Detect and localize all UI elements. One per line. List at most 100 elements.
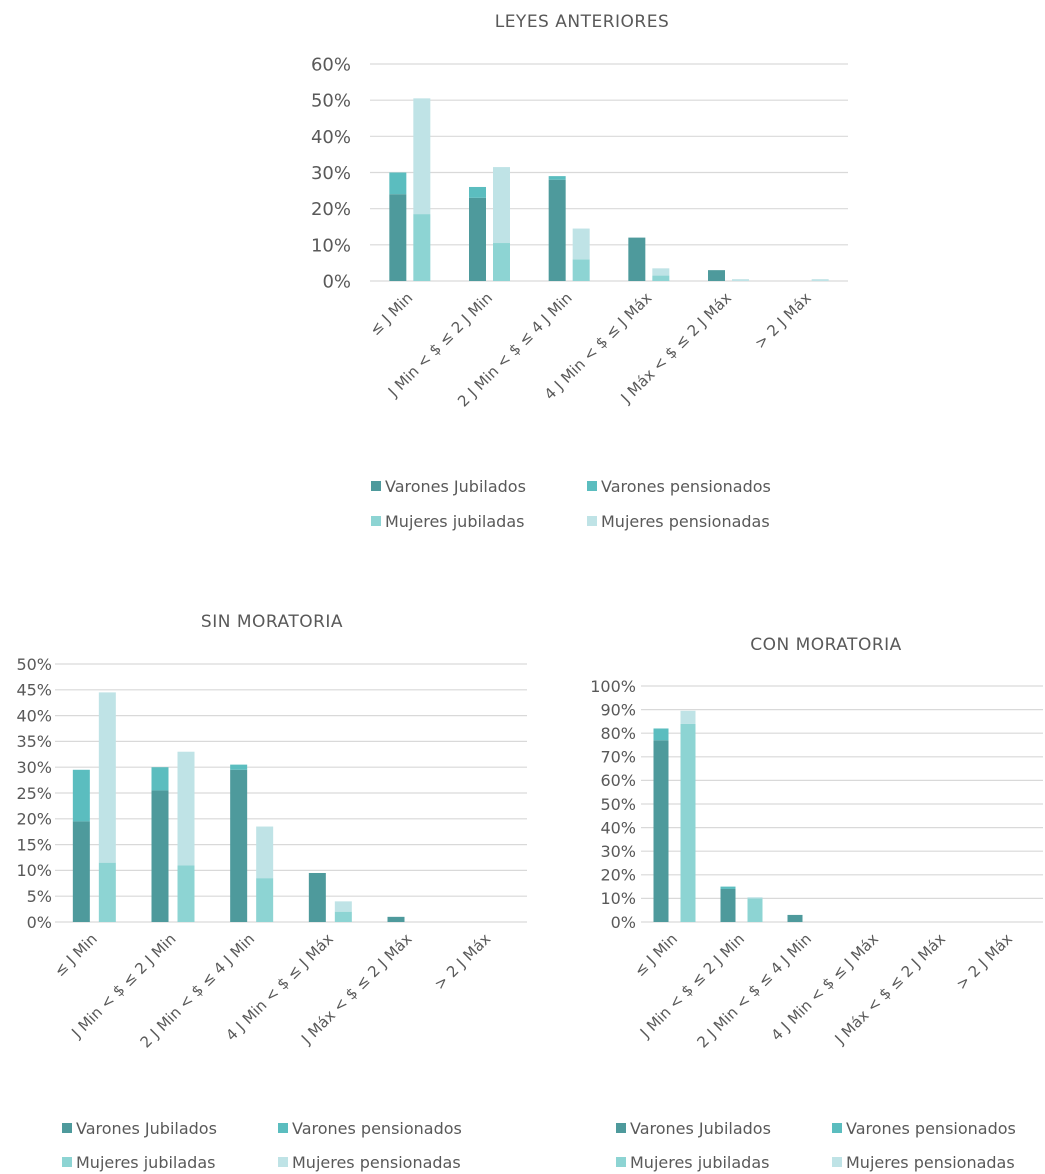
y-tick-label: 20% xyxy=(600,866,636,885)
y-axis-tick-labels: 0% 5% 10% 15% 20% 25% 30% 35% 40% 45% 50% xyxy=(16,655,52,932)
legend: Varones Jubilados Varones pensionados Mu… xyxy=(616,1119,1016,1172)
y-tick-label: 15% xyxy=(16,835,52,854)
legend: Varones Jubilados Varones pensionados Mu… xyxy=(62,1119,462,1172)
legend-swatch xyxy=(587,516,597,526)
legend-label: Mujeres jubiladas xyxy=(76,1153,215,1172)
y-axis-tick-labels: 0% 10% 20% 30% 40% 50% 60% 70% 80% 90% 100% xyxy=(590,677,636,932)
y-tick-label: 25% xyxy=(16,784,52,803)
legend-item-mujeres-jubiladas: Mujeres jubiladas xyxy=(616,1153,769,1172)
bar-mujeres-pensionadas-2 xyxy=(493,167,510,244)
bar-mujeres-jubiladas-4 xyxy=(652,275,670,281)
chart-title: CON MORATORIA xyxy=(750,635,902,655)
bar-varones-jubilados-1 xyxy=(72,821,90,922)
legend-item-mujeres-jubiladas: Mujeres jubiladas xyxy=(371,512,524,531)
bars xyxy=(653,710,803,922)
bar-varones-jubilados-4 xyxy=(308,872,326,922)
legend-swatch xyxy=(616,1123,626,1133)
bar-varones-pensionados-1 xyxy=(72,769,90,822)
legend-label: Varones pensionados xyxy=(601,477,771,496)
legend-item-varones-pensionados: Varones pensionados xyxy=(278,1119,462,1138)
bar-mujeres-jubiladas-1 xyxy=(413,214,431,281)
bar-mujeres-pensionadas-3 xyxy=(572,228,590,260)
y-tick-label: 30% xyxy=(311,163,351,184)
bar-mujeres-jubiladas-4 xyxy=(334,911,352,922)
legend-label: Varones pensionados xyxy=(292,1119,462,1138)
legend-label: Varones pensionados xyxy=(846,1119,1016,1138)
bar-mujeres-pensionadas-3 xyxy=(256,826,274,879)
legend-item-varones-jubilados: Varones Jubilados xyxy=(62,1119,217,1138)
grid-lines xyxy=(370,63,848,282)
legend-swatch xyxy=(616,1157,626,1167)
legend-swatch xyxy=(832,1157,842,1167)
bar-varones-jubilados-3 xyxy=(548,179,566,281)
bar-varones-jubilados-4 xyxy=(628,237,646,281)
y-tick-label: 50% xyxy=(600,795,636,814)
bar-mujeres-pensionadas-1 xyxy=(413,98,431,215)
bar-varones-pensionados-1 xyxy=(389,172,407,195)
legend-label: Mujeres jubiladas xyxy=(630,1153,769,1172)
bar-mujeres-pensionadas-4 xyxy=(652,268,670,276)
legend: Varones Jubilados Varones pensionados Mu… xyxy=(371,477,771,531)
bar-mujeres-jubiladas-1 xyxy=(680,723,696,922)
y-tick-label: 30% xyxy=(16,758,52,777)
bar-varones-jubilados-5 xyxy=(387,916,405,922)
bar-mujeres-pensionadas-5 xyxy=(732,279,749,281)
bar-varones-jubilados-5 xyxy=(708,270,725,281)
legend-item-mujeres-pensionadas: Mujeres pensionadas xyxy=(587,512,770,531)
bar-varones-pensionados-2 xyxy=(151,767,169,791)
x-category-label: ≤ J Min xyxy=(631,930,681,980)
y-tick-label: 40% xyxy=(311,127,351,148)
bar-varones-jubilados-1 xyxy=(653,740,669,922)
bar-varones-jubilados-2 xyxy=(151,790,169,922)
legend-label: Mujeres pensionadas xyxy=(601,512,770,531)
legend-item-mujeres-jubiladas: Mujeres jubiladas xyxy=(62,1153,215,1172)
legend-swatch xyxy=(371,481,381,491)
y-tick-label: 100% xyxy=(590,677,636,696)
bar-varones-jubilados-2 xyxy=(720,888,736,922)
y-tick-label: 0% xyxy=(611,913,636,932)
bar-mujeres-pensionadas-6 xyxy=(811,279,829,281)
x-category-label: > 2 J Máx xyxy=(751,289,815,353)
legend-swatch xyxy=(587,481,597,491)
y-tick-label: 20% xyxy=(16,810,52,829)
y-axis-tick-labels: 0% 10% 20% 30% 40% 50% 60% xyxy=(311,54,351,292)
y-tick-label: 50% xyxy=(16,655,52,674)
legend-item-varones-pensionados: Varones pensionados xyxy=(587,477,771,496)
grid-lines xyxy=(641,685,1043,923)
bar-mujeres-jubiladas-2 xyxy=(747,898,763,922)
y-tick-label: 90% xyxy=(600,700,636,719)
legend-swatch xyxy=(371,516,381,526)
legend-label: Varones Jubilados xyxy=(630,1119,771,1138)
bar-mujeres-jubiladas-3 xyxy=(256,878,274,922)
bar-mujeres-pensionadas-2 xyxy=(177,751,195,866)
y-tick-label: 0% xyxy=(322,271,351,292)
legend-label: Varones Jubilados xyxy=(76,1119,217,1138)
bar-mujeres-jubiladas-2 xyxy=(177,865,195,922)
x-category-label: ≤ J Min xyxy=(51,930,101,980)
y-tick-label: 40% xyxy=(600,818,636,837)
y-tick-label: 30% xyxy=(600,842,636,861)
chart-leyes-anteriores: LEYES ANTERIORES 0% 10% 20% 30% 40% 50% 60% ≤ … xyxy=(311,12,848,531)
legend-label: Varones Jubilados xyxy=(385,477,526,496)
bar-varones-pensionados-2 xyxy=(720,886,736,889)
bar-varones-pensionados-1 xyxy=(653,728,669,741)
legend-swatch xyxy=(278,1123,288,1133)
bar-varones-jubilados-3 xyxy=(230,769,248,922)
legend-item-varones-jubilados: Varones Jubilados xyxy=(616,1119,771,1138)
x-category-label: > 2 J Máx xyxy=(431,930,495,994)
y-tick-label: 20% xyxy=(311,199,351,220)
x-category-label: J Máx < $ ≤ 2 J Máx xyxy=(831,930,950,1049)
y-tick-label: 35% xyxy=(16,732,52,751)
bar-varones-jubilados-1 xyxy=(389,194,407,281)
y-tick-label: 5% xyxy=(27,887,52,906)
y-tick-label: 70% xyxy=(600,748,636,767)
legend-swatch xyxy=(278,1157,288,1167)
chart-sin-moratoria: SIN MORATORIA 0% 5% 10% 15% 20% 25% 30% 35% 40% 4… xyxy=(16,612,527,1172)
bar-varones-pensionados-3 xyxy=(548,176,566,180)
legend-swatch xyxy=(62,1157,72,1167)
legend-swatch xyxy=(832,1123,842,1133)
